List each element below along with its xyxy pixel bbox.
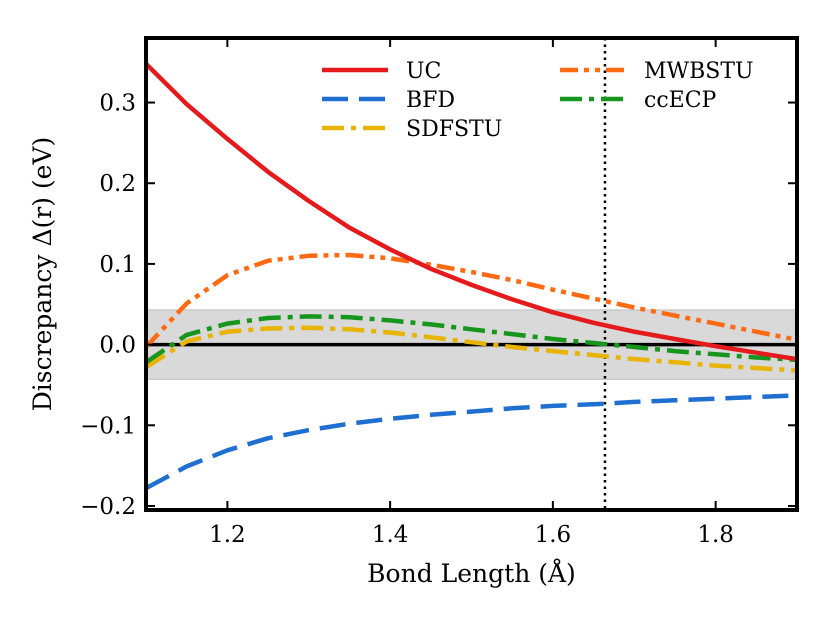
legend-entry-uc: UC — [322, 59, 441, 84]
y-tick-label: 0.3 — [99, 91, 136, 117]
y-tick-label: 0.2 — [99, 171, 136, 197]
legend-label-mwbstu: MWBSTU — [644, 59, 754, 84]
legend-label-bfd: BFD — [406, 88, 455, 113]
legend-label-sdfstu: SDFSTU — [406, 117, 502, 142]
legend-entry-sdfstu: SDFSTU — [322, 117, 502, 142]
series-line-uc — [146, 62, 797, 362]
plot-frame — [144, 36, 799, 512]
legend-entry-mwbstu: MWBSTU — [560, 59, 754, 84]
x-tick-label: 1.4 — [372, 522, 409, 548]
legend-entry-bfd: BFD — [322, 88, 455, 113]
y-tick-label: −0.2 — [80, 494, 136, 520]
y-tick-label: 0.0 — [99, 333, 136, 359]
y-tick-label: 0.1 — [99, 252, 136, 278]
x-tick-label: 1.6 — [535, 522, 572, 548]
series-line-sdfstu — [146, 325, 797, 373]
series-line-mwbstu — [146, 252, 797, 349]
legend-entry-ccecp: ccECP — [560, 88, 717, 113]
legend-label-uc: UC — [406, 59, 441, 84]
legend-label-ccecp: ccECP — [644, 88, 717, 113]
series-line-ccecp — [146, 314, 797, 365]
x-tick-label: 1.2 — [209, 522, 246, 548]
y-tick-label: −0.1 — [80, 413, 136, 439]
y-axis-label: Discrepancy Δ(r) (eV) — [28, 137, 57, 412]
series-line-bfd — [146, 393, 797, 491]
x-tick-label: 1.8 — [697, 522, 734, 548]
x-axis-label: Bond Length (Å) — [367, 558, 576, 588]
